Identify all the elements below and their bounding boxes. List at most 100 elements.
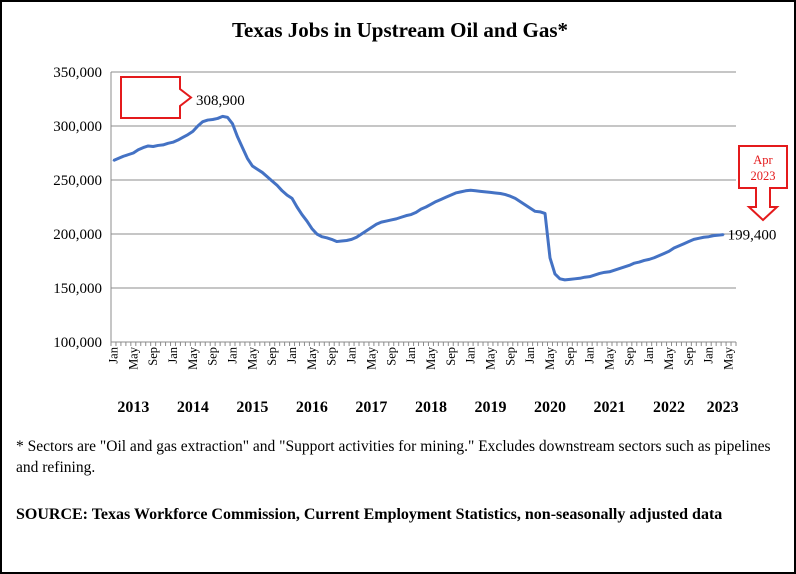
x-tick-label: Jan xyxy=(404,346,418,363)
year-label: 2016 xyxy=(296,399,328,416)
data-point xyxy=(380,221,383,224)
data-point xyxy=(692,238,695,241)
data-point xyxy=(310,227,313,230)
data-point xyxy=(593,274,596,276)
data-point xyxy=(583,276,586,279)
data-point xyxy=(271,180,274,182)
data-point xyxy=(177,139,179,141)
data-point xyxy=(459,190,462,193)
data-point xyxy=(608,270,611,273)
data-point xyxy=(717,234,720,236)
peak-value-label: 308,900 xyxy=(196,93,245,109)
data-point xyxy=(296,206,298,208)
data-point xyxy=(712,234,715,237)
data-point xyxy=(504,193,507,196)
last-value-label: 199,400 xyxy=(728,228,777,244)
year-label: 2019 xyxy=(474,399,506,416)
y-tick-label: 100,000 xyxy=(53,335,102,351)
x-tick-label: Jan xyxy=(464,346,478,363)
data-point xyxy=(281,189,284,192)
x-tick-label: Sep xyxy=(325,347,339,366)
y-tick-label: 250,000 xyxy=(53,173,102,189)
data-point xyxy=(484,190,487,193)
data-point xyxy=(261,171,264,174)
data-point xyxy=(489,191,492,194)
y-tick-label: 200,000 xyxy=(53,227,102,243)
data-point xyxy=(687,240,690,243)
data-point xyxy=(439,198,442,201)
data-point xyxy=(519,200,522,203)
data-point xyxy=(563,279,566,281)
data-point xyxy=(479,190,482,193)
data-point xyxy=(529,207,532,209)
data-point xyxy=(578,277,581,280)
data-point xyxy=(345,239,348,242)
data-point xyxy=(663,252,665,255)
data-point xyxy=(628,264,631,267)
x-tick-label: Sep xyxy=(265,347,279,366)
data-point xyxy=(400,216,403,219)
data-point xyxy=(449,194,452,197)
data-point xyxy=(350,238,353,241)
data-point xyxy=(117,157,120,160)
source-note: SOURCE: Texas Workforce Commission, Curr… xyxy=(16,506,723,523)
data-point xyxy=(291,197,293,200)
x-tick-label: Sep xyxy=(146,347,160,366)
y-tick-label: 300,000 xyxy=(53,119,102,135)
year-label: 2020 xyxy=(534,399,566,416)
y-tick-label: 350,000 xyxy=(53,65,102,81)
data-point xyxy=(464,189,467,192)
chart-title: Texas Jobs in Upstream Oil and Gas* xyxy=(232,18,568,42)
data-point xyxy=(534,210,537,213)
data-point xyxy=(330,238,333,241)
data-point xyxy=(415,211,417,214)
x-tick-label: May xyxy=(364,346,378,370)
data-point xyxy=(697,237,700,240)
x-tick-label: May xyxy=(543,346,557,370)
data-point xyxy=(469,189,472,192)
data-point xyxy=(425,206,427,208)
data-point xyxy=(494,192,497,194)
data-point xyxy=(573,277,576,280)
data-point xyxy=(315,233,318,235)
year-label: 2022 xyxy=(653,399,685,416)
data-point xyxy=(335,240,338,243)
date-callout-arrow xyxy=(738,145,788,222)
data-point xyxy=(618,267,621,270)
data-point xyxy=(643,259,646,262)
x-tick-label: Sep xyxy=(563,347,577,366)
data-point xyxy=(365,229,368,232)
data-point xyxy=(186,133,189,136)
date-callout-year: 2023 xyxy=(751,169,776,183)
data-point xyxy=(722,233,725,236)
axes xyxy=(110,72,737,346)
data-point xyxy=(638,261,641,263)
x-tick-label: May xyxy=(722,346,736,370)
x-tick-label: Jan xyxy=(345,346,359,363)
x-axis-year-labels: 2013 2014 2015 2016 2017 2018 2019 2020 2021 2022… xyxy=(117,399,738,416)
x-tick-label: Sep xyxy=(444,347,458,366)
data-point xyxy=(196,125,199,127)
data-point xyxy=(474,189,477,192)
peak-callout-arrow xyxy=(120,76,193,119)
x-tick-label: May xyxy=(245,346,259,370)
data-point xyxy=(132,152,135,154)
data-point xyxy=(514,197,517,200)
data-point xyxy=(539,210,541,213)
data-point xyxy=(588,275,591,278)
data-point xyxy=(668,250,670,253)
data-point xyxy=(648,258,651,261)
x-tick-label: May xyxy=(126,346,140,370)
x-tick-label: Sep xyxy=(384,347,398,366)
x-tick-label: Jan xyxy=(106,346,120,363)
x-tick-label: May xyxy=(305,346,319,370)
data-point xyxy=(509,195,512,198)
data-point xyxy=(152,145,155,148)
year-label: 2023 xyxy=(707,399,739,416)
data-point xyxy=(241,146,244,149)
data-point xyxy=(430,203,432,206)
line-chart: Texas Jobs in Upstream Oil and Gas* 100,… xyxy=(53,18,788,416)
data-point xyxy=(355,236,358,239)
date-callout-month: Apr xyxy=(753,153,773,167)
